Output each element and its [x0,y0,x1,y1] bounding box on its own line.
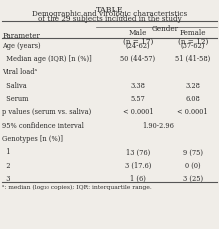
Text: 3: 3 [2,174,11,182]
Text: 95% confidence interval: 95% confidence interval [2,121,84,129]
Text: 50 (44-57): 50 (44-57) [120,55,155,63]
Text: 3 (25): 3 (25) [183,174,203,182]
Text: 2: 2 [2,161,11,169]
Text: 3.38: 3.38 [131,81,145,89]
Text: Saliva: Saliva [2,81,27,89]
Text: of the 29 subjects included in the study: of the 29 subjects included in the study [38,15,181,23]
Text: 13 (76): 13 (76) [126,148,150,156]
Text: 1.90-2.96: 1.90-2.96 [142,121,174,129]
Text: Female
(n = 12): Female (n = 12) [178,29,208,46]
Text: 1: 1 [2,148,11,156]
Text: < 0.0001: < 0.0001 [177,108,208,116]
Text: Viral loadᵃ: Viral loadᵃ [2,68,37,76]
Text: Serum: Serum [2,95,29,103]
Text: Demographic and virologic characteristics: Demographic and virologic characteristic… [32,10,187,18]
Text: Median age (IQR) [n (%)]: Median age (IQR) [n (%)] [2,55,92,63]
Text: < 0.0001: < 0.0001 [123,108,153,116]
Text: Parameter: Parameter [2,31,40,39]
Text: 3.28: 3.28 [185,81,200,89]
Text: 1 (6): 1 (6) [130,174,146,182]
Text: ᵃ: median (log₁₀ copies); IQR: interquartile range.: ᵃ: median (log₁₀ copies); IQR: interquar… [2,184,152,190]
Text: (24-62): (24-62) [126,41,150,49]
Text: Male
(n = 17): Male (n = 17) [123,29,153,46]
Text: Gender: Gender [152,25,179,33]
Text: 0 (0): 0 (0) [185,161,201,169]
Text: 3 (17.6): 3 (17.6) [125,161,151,169]
Text: 6.08: 6.08 [185,95,200,103]
Text: p values (serum vs. saliva): p values (serum vs. saliva) [2,108,92,116]
Text: 9 (75): 9 (75) [183,148,203,156]
Text: 51 (41-58): 51 (41-58) [175,55,210,63]
Text: Genotypes [n (%)]: Genotypes [n (%)] [2,134,63,142]
Text: 5.57: 5.57 [131,95,145,103]
Text: TABLE: TABLE [96,6,123,14]
Text: (37-62): (37-62) [180,41,205,49]
Text: Age (years): Age (years) [2,41,41,49]
